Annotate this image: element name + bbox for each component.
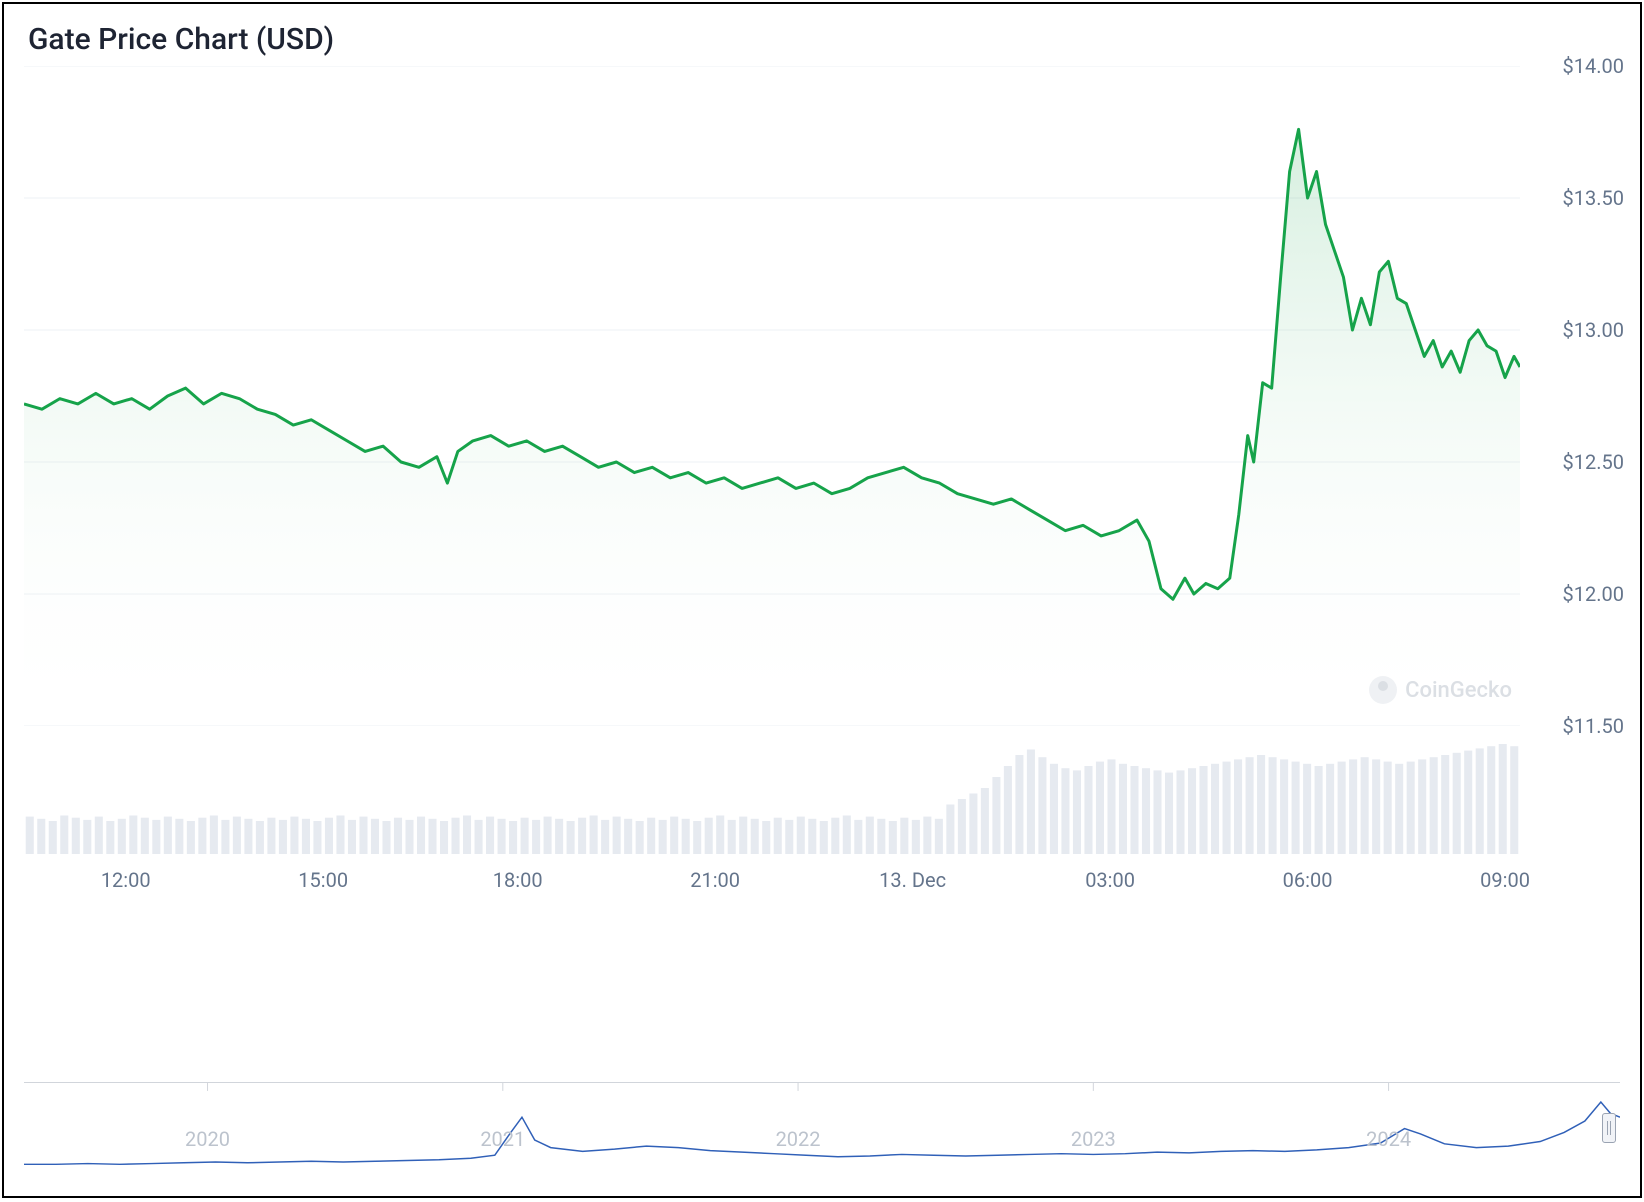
navigator-year-label: 2022 <box>776 1127 821 1151</box>
price-line-svg <box>24 66 1520 726</box>
y-axis-label: $13.00 <box>1563 318 1624 342</box>
volume-chart[interactable] <box>24 744 1520 854</box>
main-price-chart[interactable]: CoinGecko <box>24 66 1520 726</box>
x-axis-label: 12:00 <box>101 868 151 892</box>
x-axis-label: 09:00 <box>1480 868 1530 892</box>
y-axis: $14.00$13.50$13.00$12.50$12.00$11.50 <box>1524 66 1624 726</box>
navigator-year-label: 2024 <box>1366 1127 1411 1151</box>
coingecko-watermark: CoinGecko <box>1369 676 1512 704</box>
x-axis-label: 21:00 <box>690 868 740 892</box>
volume-bars-svg <box>24 744 1520 854</box>
x-axis-label: 06:00 <box>1283 868 1333 892</box>
price-chart-container: Gate Price Chart (USD) CoinGecko $14.00 $… <box>2 2 1642 1198</box>
x-axis: 12:0015:0018:0021:0013. Dec03:0006:0009:… <box>24 868 1520 898</box>
y-axis-label: $12.00 <box>1563 582 1624 606</box>
x-axis-label: 03:00 <box>1085 868 1135 892</box>
x-axis-label: 18:00 <box>493 868 543 892</box>
navigator-year-label: 2021 <box>480 1127 525 1151</box>
navigator-year-label: 2020 <box>185 1127 230 1151</box>
chart-title: Gate Price Chart (USD) <box>4 4 1640 57</box>
navigator-handle-right[interactable] <box>1602 1113 1616 1143</box>
x-axis-label: 15:00 <box>298 868 348 892</box>
navigator-year-label: 2023 <box>1071 1127 1116 1151</box>
y-axis-label: $12.50 <box>1563 450 1624 474</box>
x-axis-label: 13. Dec <box>879 868 946 892</box>
range-navigator[interactable]: 2020 2021 2022 2023 2024 <box>24 1082 1620 1178</box>
y-axis-label: $13.50 <box>1563 186 1624 210</box>
coingecko-icon <box>1369 676 1397 704</box>
watermark-text: CoinGecko <box>1405 678 1512 703</box>
y-axis-label: $11.50 <box>1563 714 1624 738</box>
y-axis-label: $14.00 <box>1563 54 1624 78</box>
